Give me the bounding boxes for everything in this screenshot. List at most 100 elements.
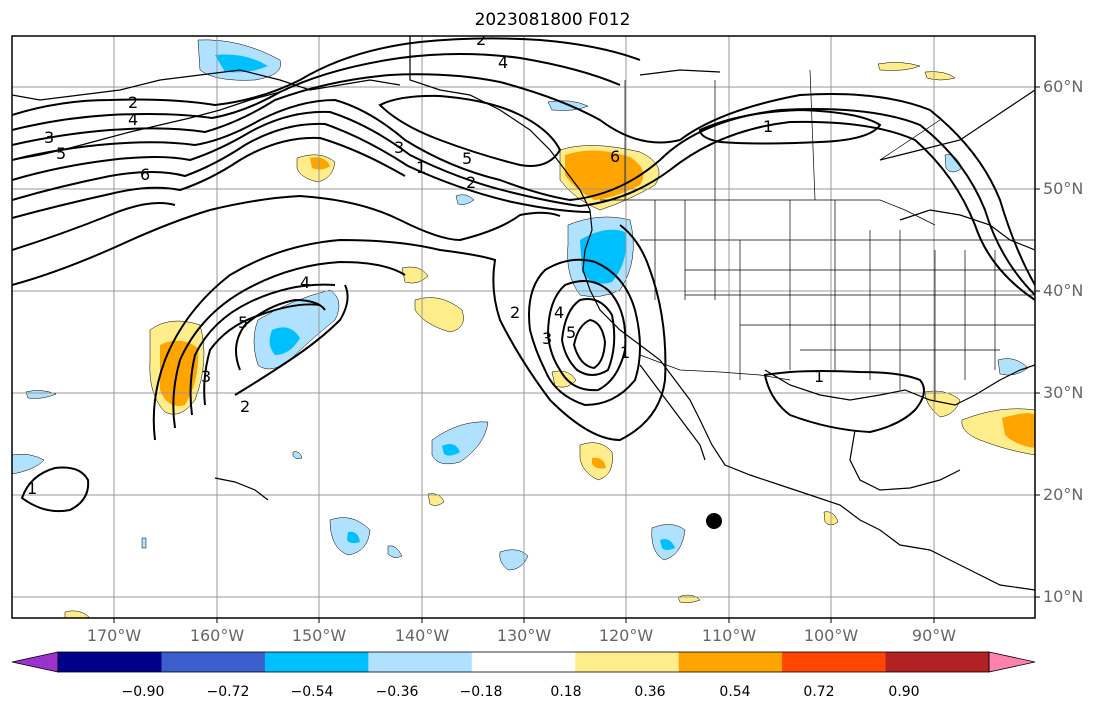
lon-label: 110°W [701,626,757,645]
colorbar-segment [58,652,162,672]
shade-yellow-area [924,390,961,418]
colorbar-tick-label: 0.18 [550,684,582,700]
contour-line [763,370,925,434]
lon-label: 100°W [803,626,859,645]
shade-lightblue-area [292,451,303,459]
contour-label: 2 [466,173,476,192]
province-line [879,119,941,161]
lat-label: 60°N [1043,77,1084,96]
contour-label: 2 [510,303,520,322]
lon-label: 140°W [394,626,450,645]
colorbar [11,651,1036,673]
axis-ticks [113,86,1040,623]
north-america-coast [409,36,1035,591]
shade-yellow-area [64,610,91,618]
contour-label: 5 [56,144,66,163]
colorbar-segment [471,652,576,672]
aleutians [12,91,281,161]
shade-orange-area [592,457,606,469]
colorbar-segment [368,652,473,672]
province-line [809,69,816,201]
shade-orange-area [565,150,644,200]
colorbar-tick-label: −0.54 [290,684,334,700]
contour-line [12,37,641,116]
colorbar-segment [885,652,990,672]
alaska-coast [12,69,401,101]
shade-yellow-area [427,493,445,506]
contour-label: 5 [238,313,248,332]
positive-shading [64,62,1035,618]
shade-blue-area [269,327,300,355]
coastlines [12,36,1035,591]
shade-yellow-area [924,71,956,81]
contour-label: 1 [416,158,426,177]
lon-label: 120°W [598,626,654,645]
colorbar-tick-label: 0.72 [803,684,835,700]
contour-line [235,298,326,371]
us-canada-border [600,199,936,226]
mexico-inner-coast [849,429,961,491]
shade-lightblue-area [253,289,340,370]
contour-label: 3 [394,138,404,157]
colorbar-tick-label: −0.72 [206,684,250,700]
lon-label: 170°W [86,626,142,645]
lat-label: 40°N [1043,281,1084,300]
shade-orange-area [1002,413,1035,448]
colorbar-segment [782,652,887,672]
shade-blue-area [660,539,675,550]
location-marker [706,513,722,529]
graticule [12,36,1035,618]
shade-lightblue-area [141,537,147,549]
canada-north [639,69,721,76]
shade-lightblue-area [455,194,475,205]
colorbar-tick-label: −0.90 [121,684,165,700]
map-title: 2023081800 F012 [474,10,631,30]
contour-line [12,202,176,251]
colorbar-tick-label: 0.54 [719,684,751,700]
shade-blue-area [347,531,360,544]
shade-blue-area [442,444,460,456]
contour-lines [12,37,1035,513]
contour-line [572,318,607,370]
contour-line [12,122,591,213]
contour-line [560,298,616,376]
contour-line [203,303,321,406]
contour-line [698,108,882,145]
contour-line [12,73,1035,286]
contour-label: 4 [128,110,138,129]
hawaii [214,477,269,501]
colorbar-segment [264,652,369,672]
colorbar-extension-low [11,651,59,673]
shade-lightblue-area [387,545,403,558]
lat-label: 10°N [1043,587,1084,606]
shade-blue-area [580,229,627,284]
baja-coast [639,364,706,461]
contour-label: 4 [498,53,508,72]
contour-label: 5 [566,323,576,342]
us-mexico-border [639,354,791,381]
contour-label: 4 [554,303,564,322]
contour-line [12,194,561,286]
contour-line [546,280,627,392]
lat-label: 20°N [1043,485,1084,504]
contour-line [528,258,641,407]
contour-label: 1 [814,367,824,386]
contour-label: 4 [300,273,310,292]
contour-line [152,224,667,442]
contour-line [12,110,1035,301]
shade-lightblue-area [997,358,1029,376]
contour-label: 2 [240,397,250,416]
lon-label: 90°W [911,626,957,645]
contour-label: 1 [763,117,773,136]
shade-lightblue-area [12,453,45,475]
colorbar-frame [57,651,990,673]
contour-label: 1 [620,343,630,362]
contour-label: 3 [44,128,54,147]
gulf-coast [764,364,1035,406]
negative-shading [12,39,1029,571]
colorbar-segment [575,652,680,672]
colorbar-segment [678,652,783,672]
political-borders [409,36,1035,400]
contour-line [12,136,406,219]
